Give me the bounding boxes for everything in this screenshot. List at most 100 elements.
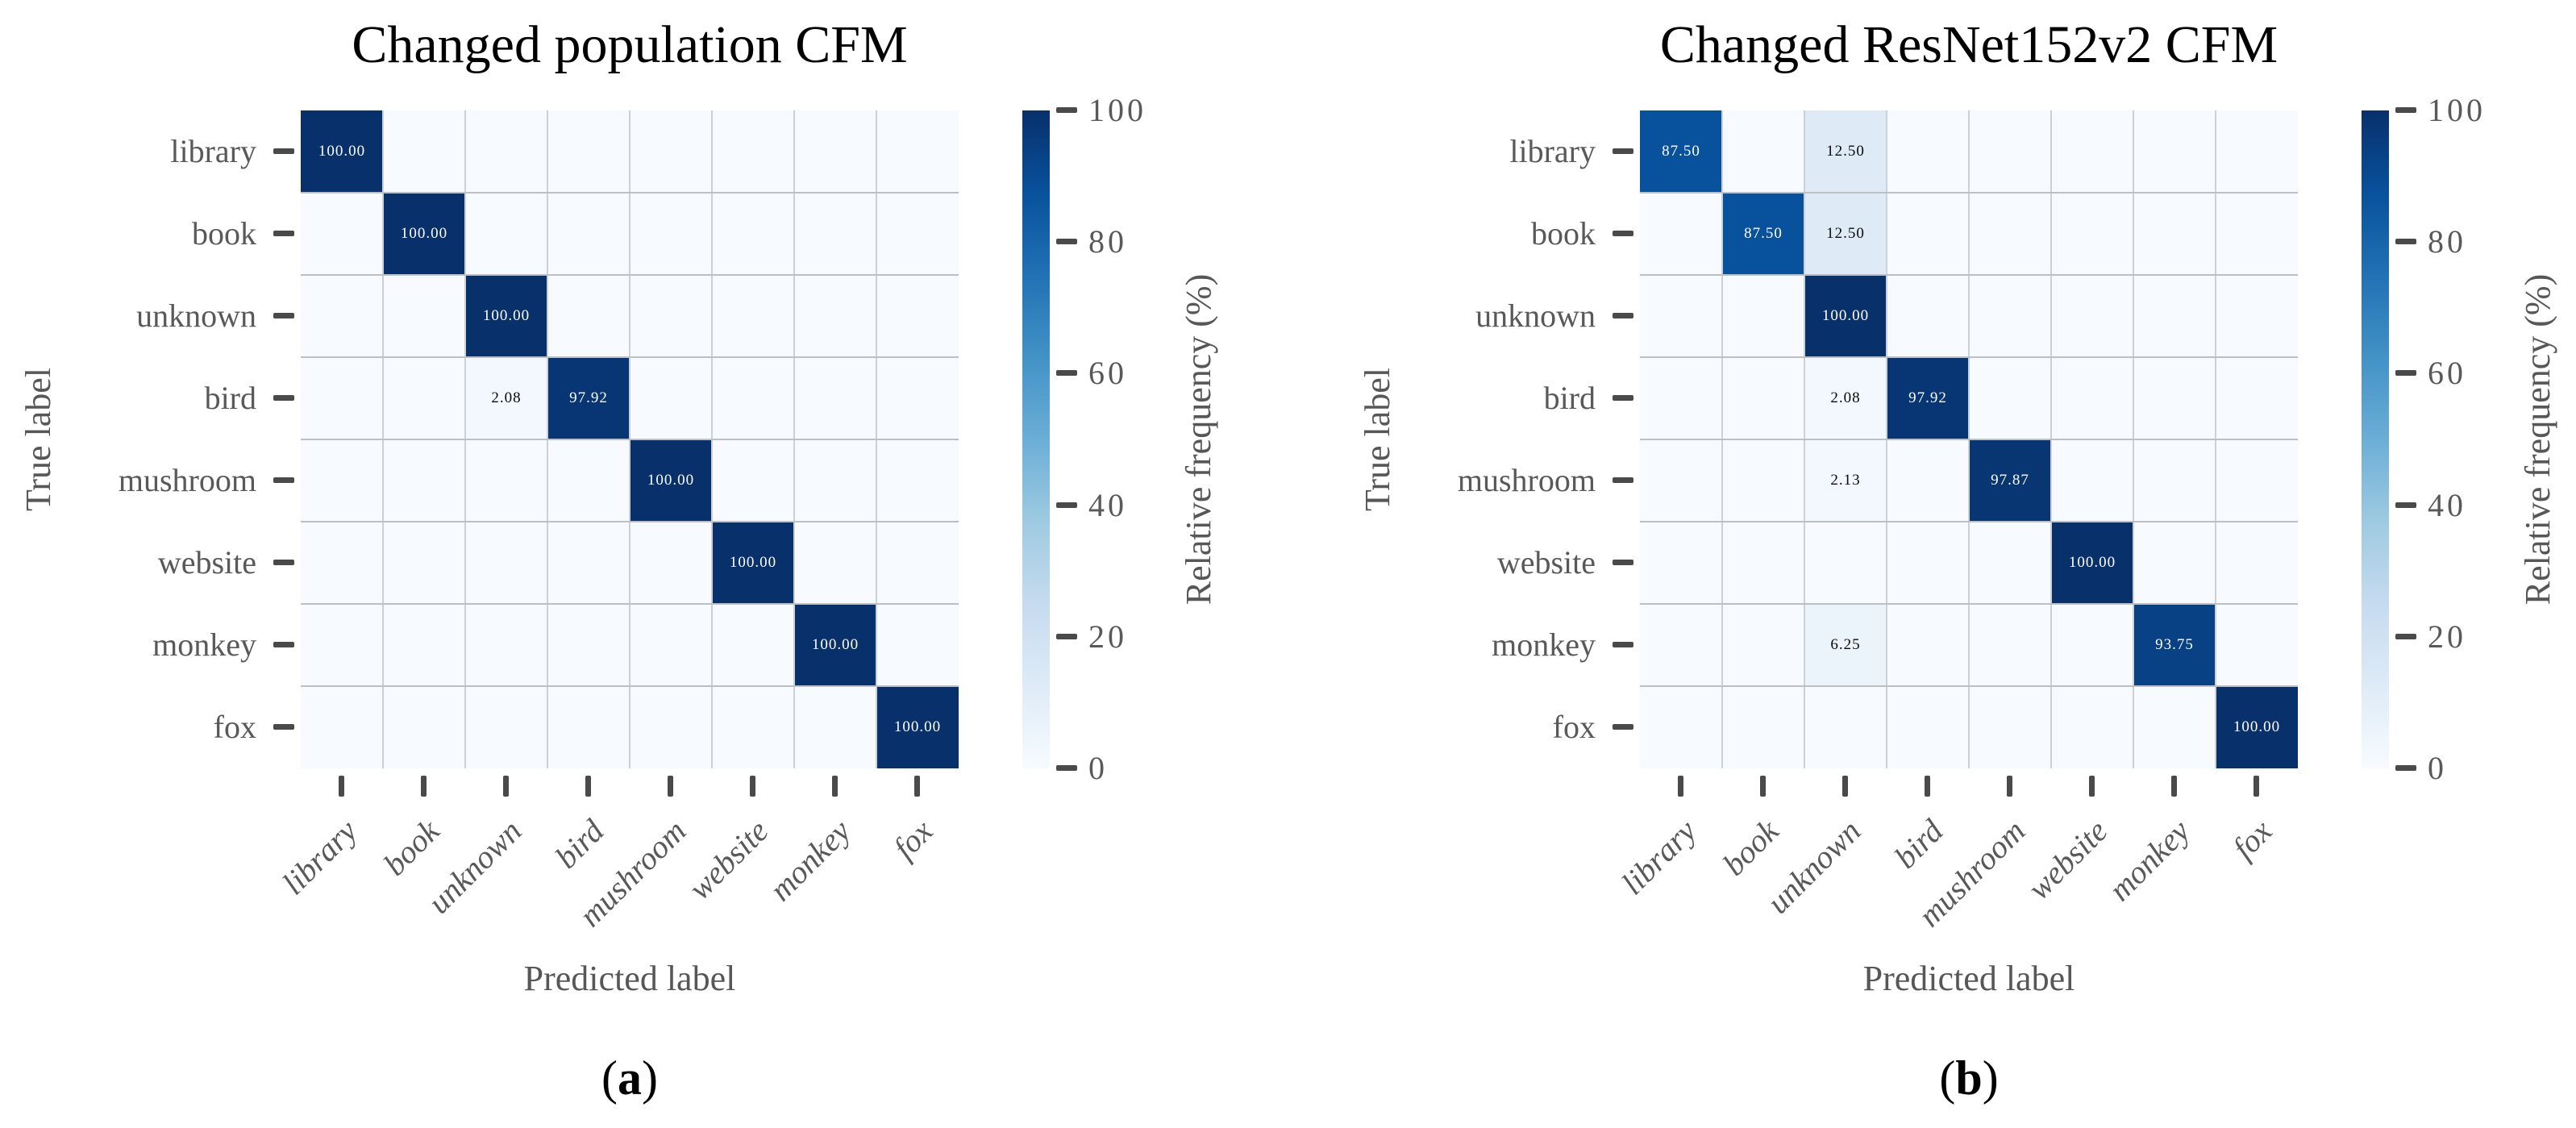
heatmap-cell: 2.08 <box>465 357 547 439</box>
caption-text: a <box>618 1051 642 1105</box>
heatmap-cell <box>1969 275 2051 357</box>
x-tick-mark <box>503 776 509 797</box>
cell-value: 87.50 <box>1744 225 1783 242</box>
heatmap-cell <box>547 604 630 686</box>
y-tick-mark <box>1613 642 1633 647</box>
heatmap-cell <box>876 110 959 193</box>
heatmap-cell: 100.00 <box>876 686 959 768</box>
heatmap-cell <box>301 275 383 357</box>
caption-text: ) <box>1982 1051 1999 1105</box>
heatmap-cell <box>1640 522 1722 604</box>
cell-value: 6.25 <box>1830 636 1861 653</box>
x-tick-mark <box>1678 776 1683 797</box>
grid-line-horizontal <box>301 192 959 194</box>
colorbar-tick-label: 100 <box>1088 92 1147 128</box>
x-tick-mark <box>832 776 838 797</box>
heatmap-cell <box>630 357 712 439</box>
caption-text: ( <box>601 1051 618 1105</box>
y-tick-label: bird <box>1543 380 1596 416</box>
heatmap-cell <box>1722 686 1804 768</box>
heatmap-cell <box>1887 686 1969 768</box>
caption-text: ) <box>642 1051 658 1105</box>
cell-value: 100.00 <box>482 307 531 324</box>
cell-value: 2.13 <box>1830 472 1861 489</box>
colorbar-tick-label: 20 <box>2428 618 2466 655</box>
cell-value: 2.08 <box>491 389 522 406</box>
heatmap-cell <box>1722 522 1804 604</box>
heatmap-cell <box>794 357 876 439</box>
heatmap-cell <box>1722 604 1804 686</box>
x-tick-mark <box>2253 776 2259 797</box>
heatmap-cell <box>2051 439 2133 522</box>
heatmap-cell <box>383 357 465 439</box>
colorbar-tick-label: 40 <box>1088 486 1127 523</box>
heatmap-cell <box>1640 357 1722 439</box>
heatmap-cell <box>1640 193 1722 275</box>
grid-line-horizontal <box>301 603 959 605</box>
colorbar-label: Relative frequency (%) <box>2518 273 2557 606</box>
cell-value: 12.50 <box>1826 225 1865 242</box>
cell-value: 100.00 <box>647 472 695 489</box>
subfigure-caption: (a) <box>307 1046 952 1110</box>
colorbar-tick-mark <box>2395 765 2416 771</box>
y-tick-mark <box>273 477 294 483</box>
heatmap-cell <box>876 522 959 604</box>
heatmap-cell <box>465 604 547 686</box>
colorbar-tick-mark <box>1056 239 1077 245</box>
grid-line-horizontal <box>301 274 959 276</box>
y-tick-label: book <box>192 215 256 252</box>
cell-value: 100.00 <box>811 636 859 653</box>
heatmap-grid: 87.50 12.50 87.50 12.50 100.00 2.08 97.92 2.13 9… <box>1640 110 2298 768</box>
heatmap-cell <box>465 522 547 604</box>
y-tick-label: bird <box>204 380 256 416</box>
heatmap-cell: 100.00 <box>2216 686 2298 768</box>
y-tick-label: fox <box>213 709 256 745</box>
heatmap-cell <box>876 193 959 275</box>
x-tick-mark <box>668 776 673 797</box>
y-tick-label: fox <box>1552 709 1596 745</box>
heatmap-cell <box>794 275 876 357</box>
heatmap-cell <box>547 110 630 193</box>
heatmap-cell: 97.92 <box>547 357 630 439</box>
heatmap-cell <box>301 604 383 686</box>
grid-line-horizontal <box>1640 274 2298 276</box>
heatmap-cell: 93.75 <box>2133 604 2216 686</box>
heatmap-cell <box>1887 439 1969 522</box>
heatmap-cell <box>301 193 383 275</box>
heatmap-cell <box>1640 686 1722 768</box>
heatmap-cell <box>2216 275 2298 357</box>
heatmap-cell <box>2051 193 2133 275</box>
heatmap-cell: 12.50 <box>1804 110 1887 193</box>
heatmap-cell <box>383 604 465 686</box>
heatmap-cell <box>712 604 794 686</box>
y-tick-label: monkey <box>1492 626 1596 663</box>
heatmap-cell <box>1969 110 2051 193</box>
x-tick-mark <box>1842 776 1848 797</box>
heatmap-cell <box>2051 275 2133 357</box>
colorbar-tick-mark <box>2395 502 2416 508</box>
grid-line-horizontal <box>301 356 959 358</box>
x-tick-mark <box>1925 776 1930 797</box>
x-tick-mark <box>1760 776 1766 797</box>
y-tick-label: mushroom <box>1457 462 1596 498</box>
x-tick-mark <box>2089 776 2095 797</box>
y-tick-label: unknown <box>136 298 256 334</box>
y-tick-mark <box>273 560 294 565</box>
cell-value: 2.08 <box>1830 389 1861 406</box>
heatmap-cell: 12.50 <box>1804 193 1887 275</box>
cell-value: 12.50 <box>1826 143 1865 160</box>
heatmap-cell <box>1887 522 1969 604</box>
heatmap-cell <box>2133 357 2216 439</box>
colorbar-tick-label: 60 <box>1088 355 1127 392</box>
heatmap-cell <box>2133 686 2216 768</box>
subplot-a: Changed population CFM True label 100.00… <box>0 0 1237 1128</box>
heatmap-cell <box>1640 439 1722 522</box>
heatmap-cell <box>1887 193 1969 275</box>
heatmap-cell <box>794 522 876 604</box>
heatmap-cell <box>1640 604 1722 686</box>
x-tick-mark <box>421 776 427 797</box>
heatmap-cell <box>712 439 794 522</box>
cell-value: 97.92 <box>569 389 608 406</box>
heatmap-cell <box>465 439 547 522</box>
